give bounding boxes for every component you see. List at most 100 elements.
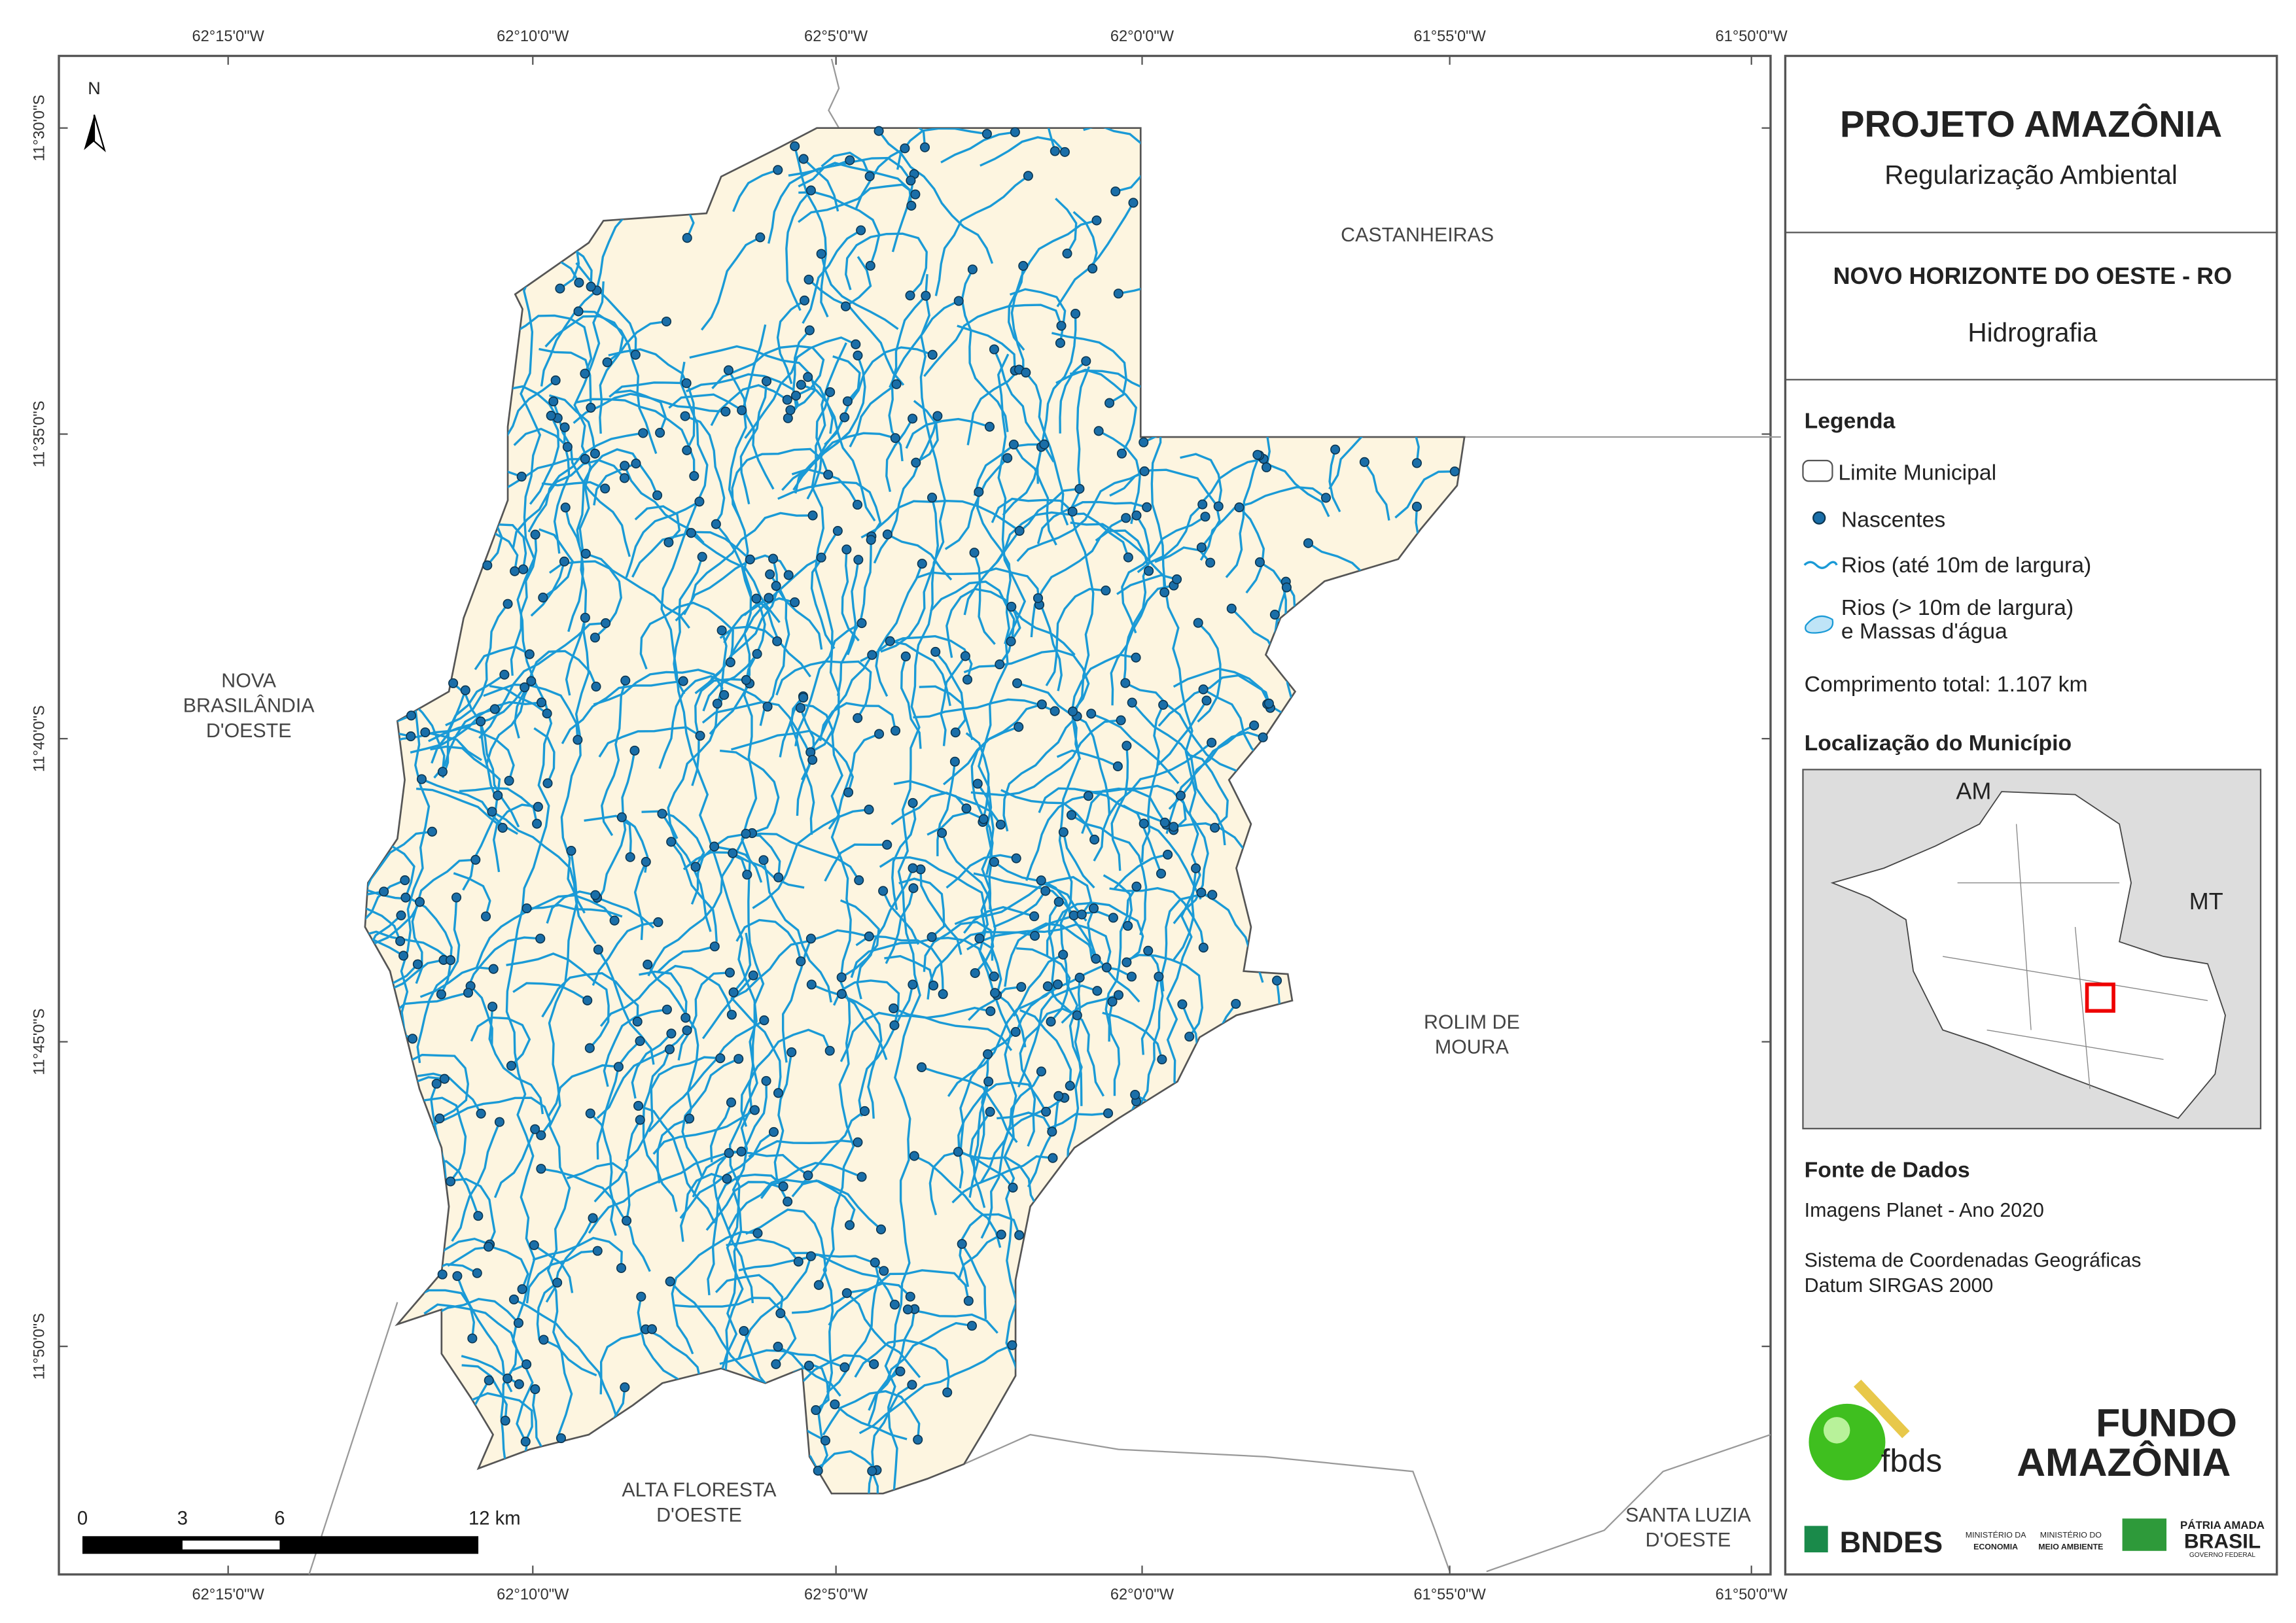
spring <box>989 857 999 867</box>
river <box>727 1162 862 1230</box>
spring <box>1198 943 1209 953</box>
spring <box>786 1047 797 1058</box>
spring <box>1067 506 1078 517</box>
spring <box>783 413 793 423</box>
river <box>668 393 743 411</box>
spring <box>942 1387 953 1398</box>
spring <box>996 1229 1006 1240</box>
spring <box>771 581 781 591</box>
river <box>657 945 715 973</box>
spring <box>620 461 630 471</box>
river <box>488 1006 544 1115</box>
spring <box>664 1044 675 1055</box>
spring <box>1131 510 1142 521</box>
river <box>1019 1009 1072 1086</box>
spring <box>1159 817 1170 828</box>
spring <box>1050 706 1060 716</box>
spring <box>723 365 733 375</box>
river <box>453 872 491 917</box>
spring <box>1021 367 1031 378</box>
river <box>603 1008 667 1087</box>
spring <box>631 459 641 469</box>
river <box>639 601 734 670</box>
river <box>800 1179 856 1226</box>
neighbor-label: D'OESTE <box>656 1505 742 1526</box>
neighbor-label: BRASILÂNDIA <box>183 695 315 717</box>
river <box>885 418 914 493</box>
river <box>705 1181 789 1231</box>
river <box>1048 901 1060 996</box>
spring <box>1210 822 1220 833</box>
river <box>969 1111 991 1171</box>
river <box>828 1269 970 1326</box>
spring <box>622 1215 632 1226</box>
spring <box>1213 501 1224 512</box>
spring <box>745 554 755 565</box>
spring <box>684 1113 695 1124</box>
spring <box>1262 462 1272 472</box>
spring <box>771 1359 781 1369</box>
spring <box>773 1088 784 1098</box>
river <box>1072 211 1098 269</box>
spring <box>641 856 651 867</box>
spring <box>1258 732 1268 742</box>
spring <box>962 674 973 685</box>
river <box>1051 332 1127 404</box>
spring <box>1007 1340 1017 1350</box>
spring <box>463 988 474 998</box>
spring <box>1120 678 1131 688</box>
spring <box>1127 697 1137 708</box>
spring <box>1050 146 1060 156</box>
river <box>966 368 1020 445</box>
river <box>541 481 606 490</box>
spring <box>1029 911 1040 922</box>
spring <box>761 376 772 387</box>
spring <box>919 142 930 152</box>
logo-text: BNDES <box>1840 1526 1943 1559</box>
river <box>802 1354 875 1382</box>
spring <box>1107 996 1118 1007</box>
spring <box>895 1366 906 1376</box>
spring <box>1056 321 1067 331</box>
river <box>466 936 540 990</box>
river <box>1131 701 1226 846</box>
main-river <box>546 281 605 1494</box>
spring <box>476 1108 486 1119</box>
spring <box>972 778 983 789</box>
spring <box>520 1437 531 1447</box>
river <box>533 727 556 784</box>
spring <box>804 274 814 285</box>
spring <box>1169 822 1179 832</box>
spring <box>619 473 629 483</box>
spring <box>927 932 937 942</box>
spring <box>949 756 960 767</box>
spring <box>1113 990 1124 1000</box>
spring <box>566 846 576 856</box>
spring <box>416 774 427 784</box>
river <box>1394 470 1455 519</box>
spring <box>793 1257 804 1267</box>
river <box>1157 699 1208 766</box>
spring <box>851 339 861 349</box>
spring <box>503 1373 513 1384</box>
river <box>1197 621 1222 723</box>
spring <box>978 814 989 824</box>
river <box>798 156 912 188</box>
spring <box>773 872 784 882</box>
spring <box>867 1466 877 1476</box>
main-river <box>715 324 767 1494</box>
spring <box>560 502 571 513</box>
river <box>673 556 703 695</box>
spring <box>1093 426 1104 436</box>
logo-text: BRASIL <box>2184 1529 2261 1552</box>
spring <box>1123 552 1133 563</box>
spring <box>514 1379 524 1389</box>
river <box>433 708 495 779</box>
river <box>646 964 699 1125</box>
river <box>822 1390 921 1440</box>
spring <box>480 911 491 922</box>
spring <box>420 727 431 738</box>
spring <box>752 649 762 659</box>
spring <box>1069 910 1079 920</box>
spring <box>1197 499 1208 510</box>
